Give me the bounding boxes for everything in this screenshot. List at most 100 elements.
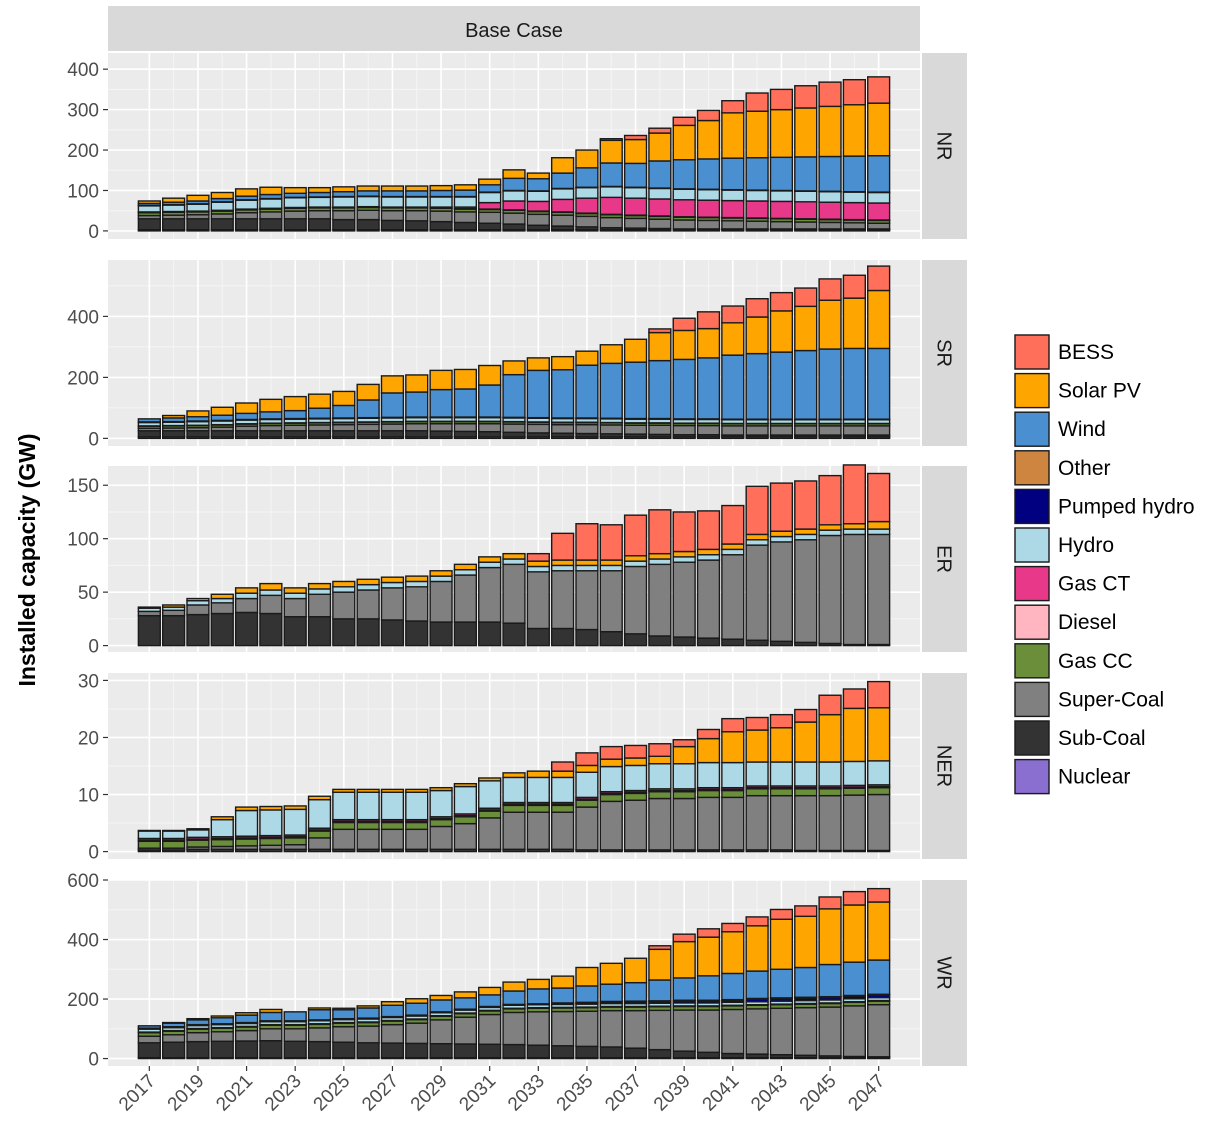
legend-label: Gas CC (1058, 650, 1133, 673)
bar-stack-2033 (526, 552, 550, 647)
bar-segment-gas-cc (210, 838, 234, 848)
bar-stack-2042 (745, 916, 769, 1060)
bar-segment-sub-coal (502, 1043, 526, 1059)
bar-segment-hydro (283, 808, 307, 836)
bar-segment-wind (234, 1014, 259, 1024)
bar-segment-wind (356, 190, 380, 197)
bar-segment-hydro (867, 760, 891, 786)
bar-segment-bess (794, 85, 818, 109)
bar-segment-super-coal (356, 589, 380, 620)
bar-segment-super-coal (429, 825, 453, 851)
region-strip-label: NR (933, 132, 955, 161)
bar-segment-sub-coal (186, 218, 210, 231)
bar-segment-bess (672, 317, 696, 332)
bar-segment-bess (794, 480, 818, 530)
bar-stack-2047 (867, 680, 891, 853)
bar-segment-hydro (745, 761, 769, 787)
bar-segment-super-coal (648, 1009, 672, 1051)
bar-stack-2040 (696, 510, 721, 647)
bar-stack-2038 (648, 328, 672, 440)
bar-segment-super-coal (696, 1009, 721, 1054)
bar-segment-super-coal (769, 541, 794, 643)
bar-segment-solar-pv (478, 556, 502, 563)
bar-segment-solar-pv (478, 986, 502, 996)
bar-segment-bess (526, 552, 550, 562)
bar-segment-super-coal (599, 570, 623, 633)
bar-segment-solar-pv (769, 530, 794, 538)
bar-segment-wind (696, 158, 721, 190)
bar-segment-sub-coal (453, 430, 478, 438)
bar-segment-solar-pv (210, 593, 234, 600)
bar-segment-super-coal (623, 424, 648, 435)
bar-segment-solar-pv (648, 552, 672, 560)
bar-segment-hydro (234, 592, 259, 600)
bar-segment-sub-coal (550, 627, 575, 647)
bar-segment-hydro (672, 556, 696, 563)
bar-segment-bess (842, 78, 866, 106)
bar-segment-wind (380, 190, 405, 198)
bar-segment-bess (867, 887, 891, 903)
bar-stack-2018 (162, 197, 186, 232)
bar-segment-hydro (526, 190, 550, 203)
bar-segment-bess (648, 509, 672, 555)
bar-segment-wind (794, 349, 818, 420)
bar-segment-wind (405, 190, 429, 198)
bar-segment-solar-pv (721, 731, 745, 764)
x-axis: 2017 2019 2021 2023 2025 2027 2029 2031 2033 2035… (115, 1066, 889, 1115)
bar-segment-super-coal (162, 1034, 186, 1043)
bar-segment-super-coal (478, 423, 502, 433)
bar-segment-wind (842, 347, 866, 420)
bar-segment-wind (648, 979, 672, 1002)
bar-segment-sub-coal (234, 218, 259, 231)
bar-segment-hydro (210, 201, 234, 211)
legend-label: Gas CT (1058, 573, 1131, 596)
bar-segment-hydro (599, 765, 623, 793)
bar-segment-sub-coal (356, 618, 380, 647)
bar-stack-2033 (526, 357, 550, 440)
bar-segment-wind (575, 364, 599, 419)
bar-segment-sub-coal (478, 430, 502, 438)
bar-segment-solar-pv (283, 186, 307, 195)
bar-stack-2038 (648, 945, 672, 1060)
bar-segment-super-coal (137, 1035, 161, 1044)
bar-segment-sub-coal (623, 633, 648, 647)
bar-segment-super-coal (575, 215, 599, 228)
bar-segment-hydro (502, 776, 526, 804)
bar-segment-gas-cc (405, 821, 429, 831)
y-tick-label: 0 (88, 637, 99, 658)
bar-stack-2021 (234, 806, 259, 853)
bar-segment-bess (550, 761, 575, 772)
bar-segment-wind (502, 177, 526, 192)
x-tick-label: 2037 (601, 1071, 646, 1116)
bar-stack-2042 (745, 485, 769, 647)
y-tick-label: 200 (67, 368, 99, 389)
bar-segment-hydro (307, 196, 332, 208)
bar-segment-wind (745, 352, 769, 420)
bar-segment-gas-cc (769, 788, 794, 797)
bar-stack-2034 (550, 975, 575, 1060)
bar-segment-solar-pv (526, 357, 550, 372)
bar-segment-super-coal (526, 811, 550, 851)
bar-segment-solar-pv (696, 548, 721, 556)
bar-segment-super-coal (745, 1008, 769, 1055)
bar-segment-solar-pv (550, 975, 575, 989)
bar-segment-gas-ct (526, 200, 550, 212)
bar-segment-sub-coal (307, 1040, 332, 1059)
bar-segment-wind (867, 959, 891, 995)
bar-segment-sub-coal (672, 1050, 696, 1059)
bar-segment-sub-coal (405, 220, 429, 231)
bar-segment-sub-coal (234, 430, 259, 438)
bar-stack-2026 (356, 578, 380, 647)
bar-segment-sub-coal (332, 430, 356, 438)
bar-segment-wind (405, 1002, 429, 1016)
legend-item-hydro: Hydro (1014, 527, 1114, 563)
bar-segment-solar-pv (745, 925, 769, 972)
bar-segment-super-coal (186, 1031, 210, 1043)
bar-segment-solar-pv (380, 576, 405, 584)
bar-segment-solar-pv (307, 393, 332, 409)
bar-segment-bess (599, 138, 623, 142)
chart-title: Base Case (465, 20, 563, 42)
bar-segment-bess (696, 728, 721, 740)
legend-swatch (1014, 488, 1050, 525)
